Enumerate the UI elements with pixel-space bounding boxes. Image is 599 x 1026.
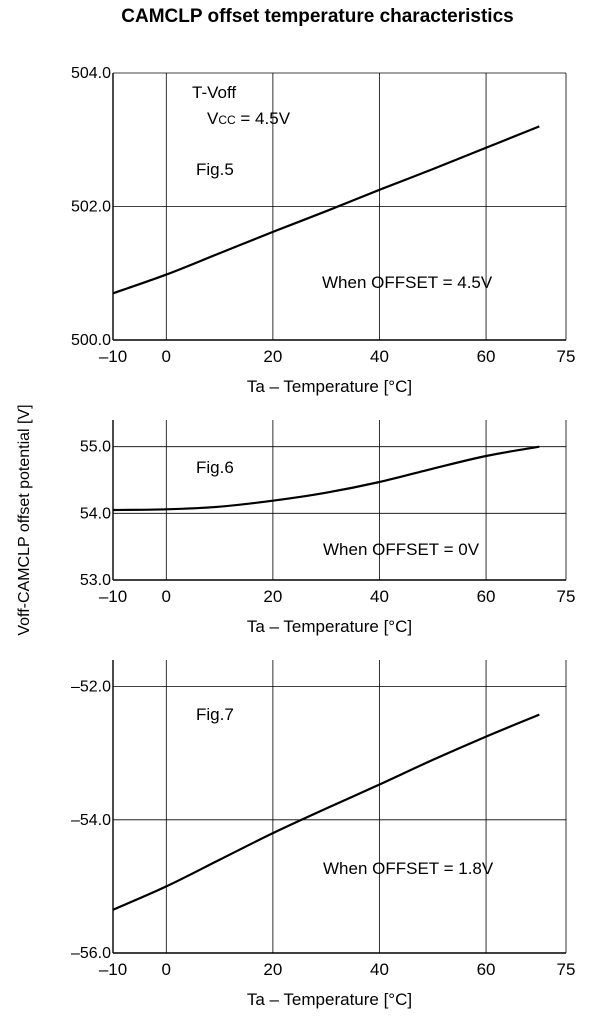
chart-2-y-tick-label: 54.0 (80, 505, 111, 522)
chart-3-x-tick-label: 40 (370, 960, 389, 979)
chart-2-x-tick-label: 0 (162, 587, 171, 606)
chart-1-x-tick-label: –10 (99, 347, 127, 366)
chart-fig5: 500.0 502.0 504.0 –10 0 20 40 60 75 Ta – Temperat… (71, 65, 576, 396)
chart-1-x-axis-label: Ta – Temperature [°C] (247, 377, 412, 396)
chart-2-y-tick-label: 55.0 (80, 439, 111, 456)
chart-2-x-tick-label: 40 (370, 587, 389, 606)
chart-fig7: –56.0 –54.0 –52.0 –10 0 20 40 60 75 Ta – Temperat… (71, 660, 576, 1009)
chart-3-annotation: Fig.7 (196, 705, 234, 724)
chart-3-y-tick-label: –52.0 (71, 679, 111, 696)
chart-3-x-tick-label: 0 (162, 960, 171, 979)
chart-1-x-tick-label: 20 (263, 347, 282, 366)
chart-2-x-tick-label: 20 (263, 587, 282, 606)
chart-1-annotation: T-Voff (192, 83, 236, 102)
chart-3-y-tick-label: –56.0 (71, 945, 111, 962)
chart-2-x-axis-label: Ta – Temperature [°C] (247, 617, 412, 636)
chart-3-annotation: When OFFSET = 1.8V (323, 859, 494, 878)
chart-1-y-tick-label: 500.0 (71, 332, 111, 349)
chart-3-x-tick-label: 75 (557, 960, 576, 979)
chart-fig6: 53.0 54.0 55.0 –10 0 20 40 60 75 Ta – Temperature… (80, 420, 576, 636)
chart-2-annotation: When OFFSET = 0V (323, 540, 480, 559)
chart-3-series-line (112, 713, 540, 911)
chart-3-x-axis-label: Ta – Temperature [°C] (247, 990, 412, 1009)
chart-3-y-tick-label: –54.0 (71, 812, 111, 829)
chart-1-annotation: VCC = 4.5V (207, 109, 291, 128)
chart-3-x-tick-label: 60 (477, 960, 496, 979)
chart-3-x-tick-label: 20 (263, 960, 282, 979)
chart-1-x-tick-label: 0 (162, 347, 171, 366)
chart-2-series-line (112, 445, 540, 512)
chart-1-annotation: When OFFSET = 4.5V (322, 273, 493, 292)
chart-2-y-tick-label: 53.0 (80, 572, 111, 589)
chart-3-x-tick-label: –10 (99, 960, 127, 979)
chart-2-x-tick-label: –10 (99, 587, 127, 606)
chart-1-annotation: Fig.5 (196, 160, 234, 179)
chart-1-x-tick-label: 60 (477, 347, 496, 366)
chart-2-x-tick-label: 60 (477, 587, 496, 606)
chart-1-series-line (112, 125, 540, 295)
chart-2-x-tick-label: 75 (557, 587, 576, 606)
chart-2-annotation: Fig.6 (196, 458, 234, 477)
chart-1-x-tick-label: 75 (557, 347, 576, 366)
chart-1-y-tick-label: 504.0 (71, 65, 111, 82)
chart-1-y-tick-label: 502.0 (71, 199, 111, 216)
chart-1-x-tick-label: 40 (370, 347, 389, 366)
figure-title: CAMCLP offset temperature characteristic… (121, 6, 514, 27)
